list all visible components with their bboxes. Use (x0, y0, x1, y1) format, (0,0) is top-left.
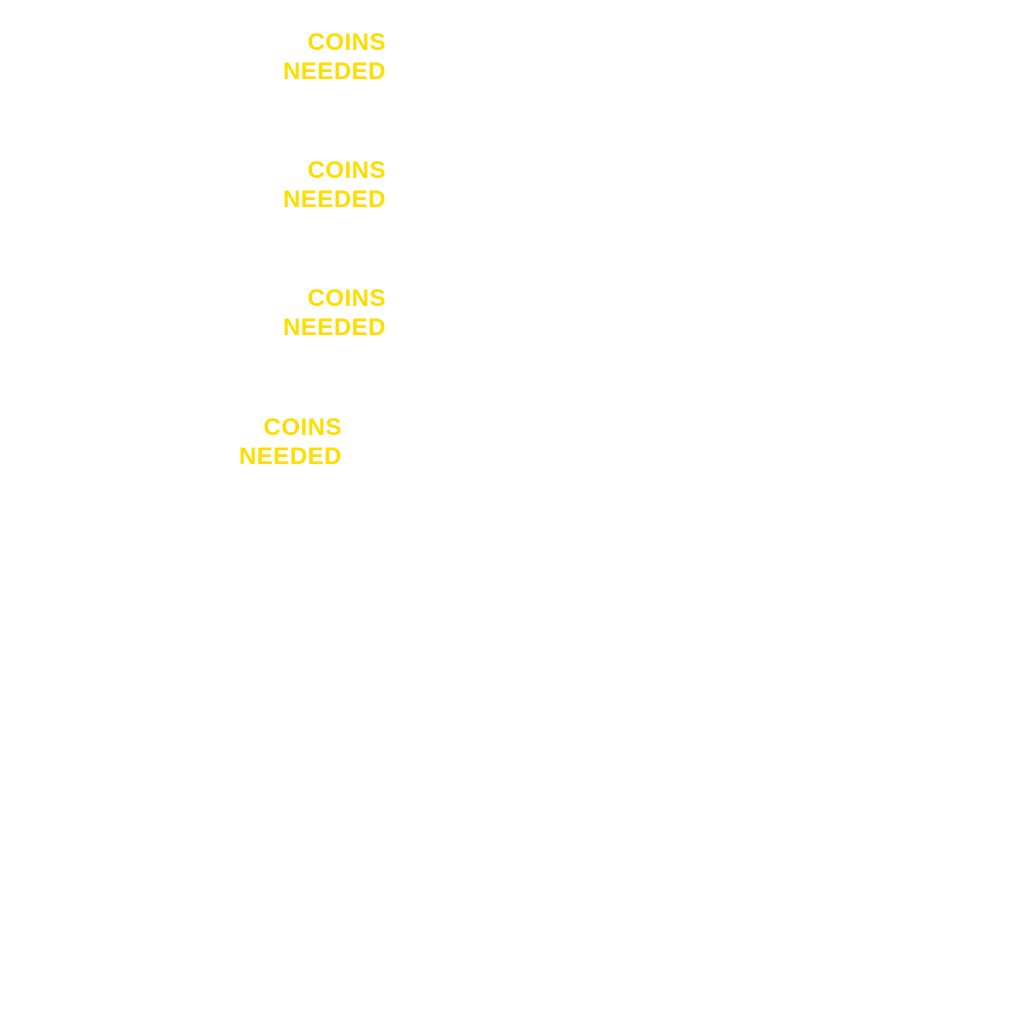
coins-needed-line-1: COINS (263, 414, 342, 441)
coins-needed-label: COINS NEEDED (283, 284, 386, 342)
coins-needed-label: COINS NEEDED (239, 413, 342, 471)
coins-needed-line-2: NEEDED (238, 443, 342, 470)
coins-needed-label: COINS NEEDED (283, 156, 386, 214)
coins-needed-line-2: NEEDED (282, 58, 386, 85)
coins-needed-line-2: NEEDED (282, 186, 386, 213)
coins-needed-line-1: COINS (307, 157, 386, 184)
coins-needed-line-1: COINS (307, 285, 386, 312)
coins-needed-label: COINS NEEDED (283, 28, 386, 86)
coins-needed-line-2: NEEDED (282, 314, 386, 341)
coins-needed-line-1: COINS (307, 29, 386, 56)
